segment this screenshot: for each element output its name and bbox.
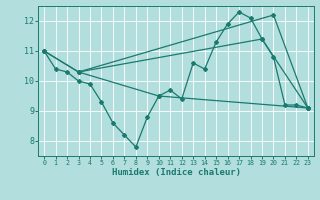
X-axis label: Humidex (Indice chaleur): Humidex (Indice chaleur): [111, 168, 241, 177]
